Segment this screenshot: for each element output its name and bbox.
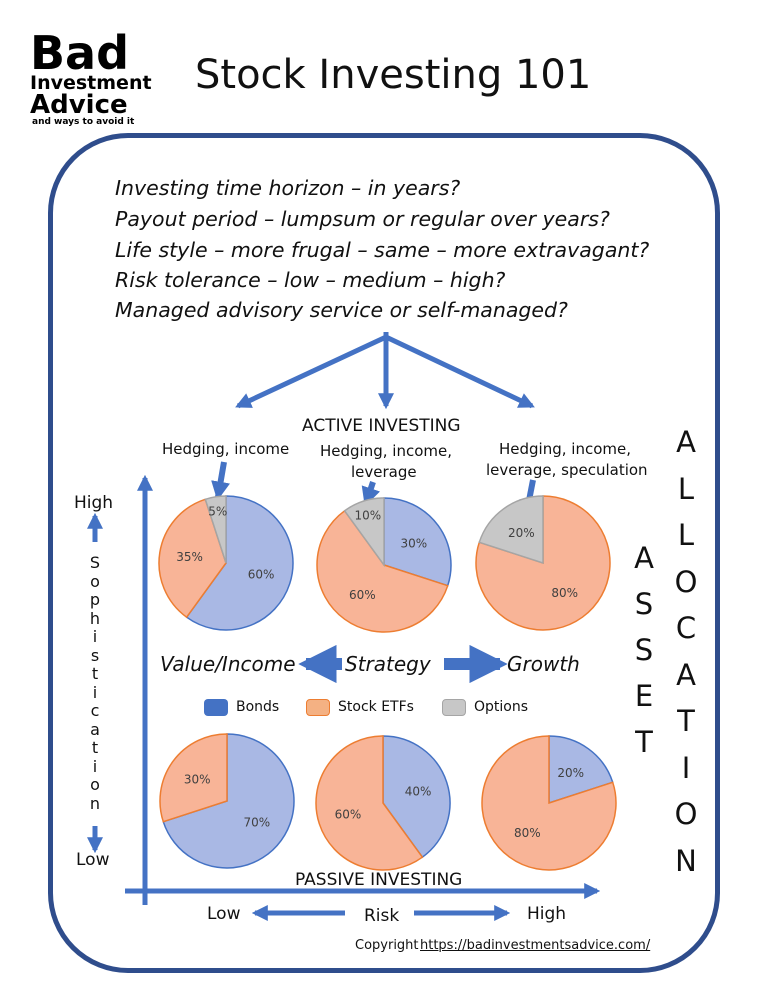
logo-line-bad: Bad [30, 26, 130, 80]
pie-5-label-bonds: 20% [557, 766, 584, 780]
legend-label-stock-etfs: Stock ETFs [338, 699, 414, 715]
pie-0-label-stock-etfs: 35% [176, 550, 203, 564]
allocation-letter-6: T [677, 704, 695, 738]
copyright-link[interactable]: https://badinvestmentsadvice.com/ [420, 938, 651, 953]
sophistication-letter-5: s [90, 645, 100, 665]
pie-0-slice-options [204, 495, 227, 564]
pie-1-label-options: 10% [355, 508, 382, 522]
note-right-line2: leverage, speculation [486, 461, 648, 479]
pie-0-slice-stock-etfs [158, 498, 227, 619]
pie-1-label-stock-etfs: 60% [349, 588, 376, 602]
note-middle-line2: leverage [351, 463, 417, 481]
question-time-horizon: Investing time horizon – in years? [115, 176, 461, 200]
branch-arrow-left [235, 334, 388, 409]
legend-label-options: Options [474, 699, 529, 715]
x-axis-high-label: High [527, 904, 567, 924]
pie-5-slice-stock-etfs [481, 735, 617, 871]
question-risk-tolerance: Risk tolerance – low – medium – high? [115, 268, 506, 292]
pie-0-label-options: 5% [208, 504, 227, 518]
pie-3-label-bonds: 70% [243, 816, 270, 830]
sophistication-letter-12: o [90, 775, 100, 794]
legend-label-bonds: Bonds [236, 699, 280, 715]
sophistication-letter-8: c [90, 701, 100, 720]
allocation-letter-4: C [675, 611, 697, 645]
pie-2-slice-stock-etfs [475, 495, 611, 631]
pie-3-label-stock-etfs: 30% [184, 772, 211, 786]
x-axis-low-label: Low [207, 904, 241, 924]
logo-line-advice: Advice [30, 90, 128, 120]
pie-5-slice-bonds [548, 735, 614, 805]
pie-0-slice-bonds [185, 495, 294, 631]
pie-4-slice-stock-etfs [315, 735, 424, 871]
allocation-letter-0: A [676, 425, 696, 459]
passive-investing-label: PASSIVE INVESTING [295, 870, 463, 890]
allocation-letter-9: N [675, 843, 697, 878]
question-advisory: Managed advisory service or self-managed… [115, 298, 568, 322]
asset-letter-2: S [634, 633, 654, 667]
sophistication-letter-7: i [92, 682, 98, 702]
pie-4-label-bonds: 40% [405, 785, 432, 799]
logo-line-investment: Investment [30, 72, 152, 94]
pie-1-slice-stock-etfs [316, 509, 449, 633]
sophistication-letter-3: h [89, 608, 101, 628]
strategy-value-income: Value/Income [160, 652, 296, 676]
pie-2-slice-options [478, 495, 544, 565]
y-axis-high-label: High [74, 493, 114, 513]
note-middle-line1: Hedging, income, [320, 442, 452, 460]
sophistication-letter-2: p [89, 590, 101, 609]
allocation-letter-1: L [677, 471, 695, 506]
pie-0-label-bonds: 60% [248, 567, 275, 581]
sophistication-letter-6: t [91, 664, 99, 683]
allocation-letter-2: L [677, 518, 695, 552]
question-life-style: Life style – more frugal – same – more e… [115, 238, 650, 262]
pie-5-label-stock-etfs: 80% [514, 826, 541, 840]
pie-4-label-stock-etfs: 60% [335, 807, 362, 821]
legend-swatch-options [442, 699, 466, 716]
sophistication-letter-10: t [91, 738, 99, 757]
callout-arrow-left [211, 461, 231, 501]
sophistication-letter-0: S [89, 553, 101, 572]
sophistication-letter-11: i [92, 756, 98, 776]
pie-charts: 60% 35% 5% 30% 60% 10% 80% 20% 70% 30% 40% 60% 20% 80… [158, 495, 617, 871]
strategy-growth: Growth [507, 652, 580, 676]
pie-3-slice-stock-etfs [159, 733, 228, 823]
sophistication-letter-4: i [92, 627, 98, 646]
question-payout-period: Payout period – lumpsum or regular over … [115, 207, 610, 231]
x-axis-risk-label: Risk [364, 906, 400, 926]
pie-2-label-options: 20% [508, 526, 535, 540]
logo-tagline: and ways to avoid it [32, 117, 135, 127]
allocation-letter-3: O [674, 564, 698, 599]
legend-swatch-bonds [204, 699, 228, 716]
pie-1-slice-bonds [383, 497, 452, 587]
pie-1-slice-options [343, 497, 385, 568]
legend-swatch-stock-etfs [306, 699, 330, 716]
pie-4-slice-bonds [382, 735, 451, 859]
pie-2-label-stock-etfs: 80% [551, 586, 578, 600]
content-frame [48, 133, 720, 973]
pie-1-label-bonds: 30% [400, 536, 427, 550]
asset-letter-3: E [634, 679, 654, 713]
branch-arrow-right [384, 334, 535, 409]
note-hedging-income: Hedging, income [162, 440, 290, 458]
sophistication-letter-9: a [90, 719, 100, 739]
allocation-letter-8: O [674, 797, 698, 831]
pie-3-slice-bonds [162, 733, 295, 869]
asset-letter-0: A [634, 541, 654, 575]
asset-letter-1: S [634, 587, 654, 621]
note-right-line1: Hedging, income, [499, 440, 631, 458]
sophistication-letter-1: o [90, 571, 100, 591]
y-axis-low-label: Low [76, 850, 110, 870]
copyright-label: Copyright [355, 938, 419, 953]
strategy-label: Strategy [345, 652, 431, 676]
sophistication-letter-13: n [89, 793, 101, 813]
asset-letter-4: T [635, 725, 653, 759]
allocation-letter-5: A [676, 657, 696, 692]
page-title: Stock Investing 101 [195, 52, 592, 98]
allocation-letter-7: I [681, 750, 691, 785]
active-investing-label: ACTIVE INVESTING [302, 416, 461, 436]
